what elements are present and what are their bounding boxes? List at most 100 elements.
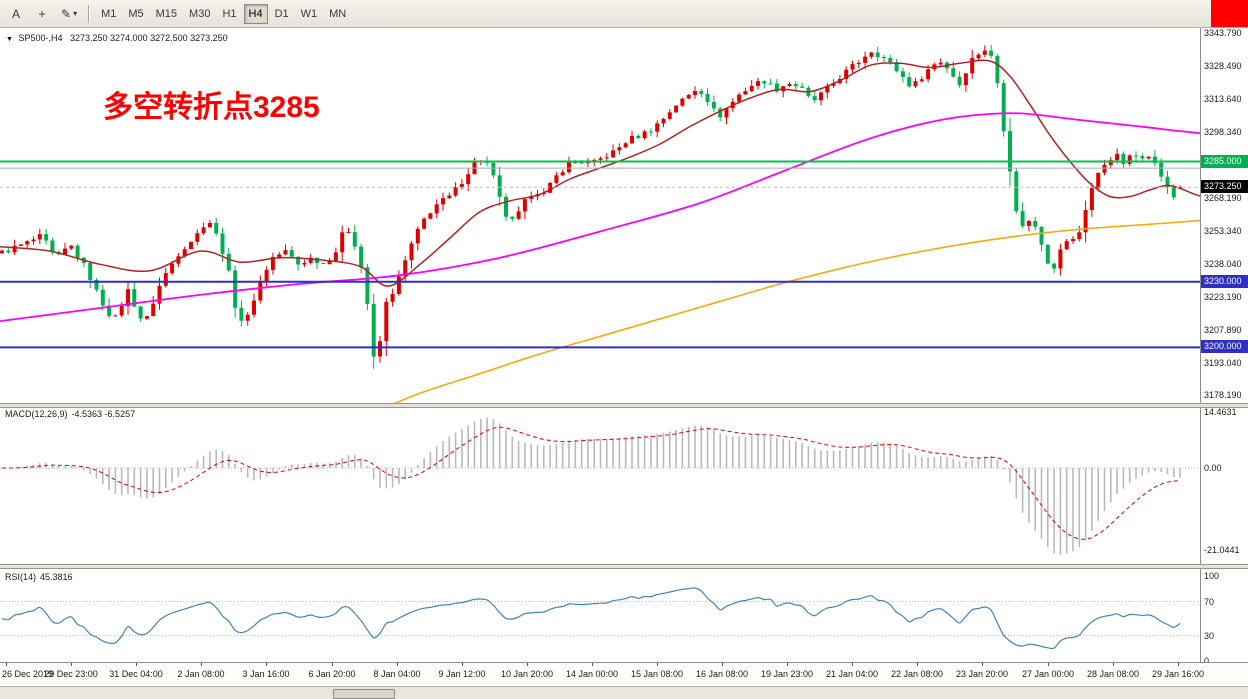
crosshair-button[interactable]: + [30, 4, 54, 24]
symbol-period-label: SP500-,H4 [18, 33, 63, 43]
price-tick-label: 3298.340 [1204, 127, 1242, 137]
panel-separator-rsi[interactable] [0, 564, 1248, 569]
chart-ohlc-header: ▼ SP500-,H4 3273.250 3274.000 3272.500 3… [6, 33, 228, 43]
timeframe-button-m30[interactable]: M30 [189, 7, 211, 20]
rsi-tick-label: 0 [1204, 656, 1210, 666]
macd-plot[interactable] [0, 406, 1200, 564]
time-tick [462, 663, 463, 666]
rsi-tick-label: 70 [1204, 597, 1215, 607]
macd-values: -4.5363 -6.5257 [71, 409, 136, 419]
time-tick [787, 663, 788, 666]
price-tick-label: 3328.490 [1204, 61, 1242, 71]
time-tick [852, 663, 853, 666]
timeframe-button-m15[interactable]: M15 [155, 7, 178, 20]
price-badge-3230.000: 3230.000 [1201, 275, 1248, 288]
horizontal-scrollbar[interactable] [0, 686, 1248, 699]
toolbar-red-highlight [1211, 0, 1248, 27]
macd-name: MACD(12,26,9) [5, 409, 68, 419]
time-label: 28 Jan 08:00 [1086, 669, 1140, 679]
toolbar-separator [88, 4, 91, 23]
timeframe-button-h1[interactable]: H1 [222, 7, 237, 20]
time-label: 6 Jan 20:00 [308, 669, 356, 679]
time-tick [136, 663, 137, 666]
rsi-value: 45.3816 [40, 572, 73, 582]
time-tick [527, 663, 528, 666]
timeframe-button-d1[interactable]: D1 [274, 7, 289, 20]
time-label: 14 Jan 00:00 [565, 669, 619, 679]
rsi-label: RSI(14) 45.3816 [5, 572, 73, 582]
time-label: 23 Jan 20:00 [955, 669, 1009, 679]
chevron-down-icon: ▾ [73, 9, 78, 18]
time-tick [592, 663, 593, 666]
time-label: 29 Jan 16:00 [1151, 669, 1205, 679]
price-tick-label: 3268.190 [1204, 193, 1242, 203]
rsi-name: RSI(14) [5, 572, 37, 582]
rsi-tick-label: 100 [1204, 571, 1220, 581]
rsi-tick-label: 30 [1204, 631, 1215, 641]
price-tick-label: 3223.190 [1204, 292, 1242, 302]
cursor-button[interactable]: A [4, 4, 28, 24]
symbol-dropdown-icon[interactable]: ▼ [6, 36, 13, 43]
annotation-text: 多空转折点3285 [103, 91, 320, 124]
time-label: 15 Jan 08:00 [630, 669, 684, 679]
time-tick [1178, 663, 1179, 666]
time-label: 31 Dec 04:00 [109, 669, 163, 679]
scrollbar-thumb[interactable] [333, 689, 395, 699]
time-tick [722, 663, 723, 666]
ma-mid-line [0, 112, 1200, 322]
price-tick-label: 3343.790 [1204, 28, 1242, 38]
price-badge-3200.000: 3200.000 [1201, 340, 1248, 353]
timeframe-button-m5[interactable]: M5 [128, 7, 144, 20]
candlestick-plot[interactable] [0, 28, 1200, 403]
draw-tools-button[interactable]: ✎ ▾ [56, 4, 82, 24]
macd-tick-label: 0.00 [1204, 463, 1222, 473]
ma-fast-line [0, 59, 1200, 287]
macd-label: MACD(12,26,9) -4.5363 -6.5257 [5, 409, 135, 419]
time-tick [266, 663, 267, 666]
time-label: 16 Jan 08:00 [695, 669, 749, 679]
time-tick [71, 663, 72, 666]
price-badge-3285.000: 3285.000 [1201, 155, 1248, 168]
macd-tick-label: -21.0441 [1204, 545, 1240, 555]
time-label: 22 Jan 08:00 [890, 669, 944, 679]
time-tick [1113, 663, 1114, 666]
time-label: 21 Jan 04:00 [825, 669, 879, 679]
time-tick [1048, 663, 1049, 666]
timeframe-button-h4[interactable]: H4 [243, 3, 268, 24]
ohlc-values: 3273.250 3274.000 3272.500 3273.250 [70, 33, 228, 43]
draw-tools-icon: ✎ [61, 6, 72, 21]
price-tick-label: 3253.340 [1204, 226, 1242, 236]
macd-tick-label: 14.4631 [1204, 407, 1237, 417]
time-tick [332, 663, 333, 666]
time-label: 26 Dec 2019 [2, 669, 54, 679]
time-label: 10 Jan 20:00 [500, 669, 554, 679]
timeframe-button-w1[interactable]: W1 [300, 7, 318, 20]
price-tick-label: 3178.190 [1204, 390, 1242, 400]
ma-slow-line [393, 219, 1200, 403]
time-axis[interactable]: 26 Dec 2019 29 Dec 23:00 31 Dec 04:00 2 Jan… [0, 662, 1248, 686]
time-label: 2 Jan 08:00 [177, 669, 225, 679]
time-label: 9 Jan 12:00 [438, 669, 486, 679]
timeframe-button-m1[interactable]: M1 [101, 7, 117, 20]
time-label: 27 Jan 00:00 [1021, 669, 1075, 679]
cursor-icon: A [11, 6, 20, 21]
time-label: 3 Jan 16:00 [242, 669, 290, 679]
time-tick [982, 663, 983, 666]
toolbar: A + ✎ ▾ M1 M5 M15 M30 H1 H4 D1 W1 MN [0, 0, 1248, 28]
price-tick-label: 3207.890 [1204, 325, 1242, 335]
price-badge-3273.250: 3273.250 [1201, 180, 1248, 193]
price-tick-label: 3313.640 [1204, 94, 1242, 104]
time-label: 8 Jan 04:00 [373, 669, 421, 679]
time-tick [917, 663, 918, 666]
price-tick-label: 3193.040 [1204, 358, 1242, 368]
time-tick [201, 663, 202, 666]
time-label: 29 Dec 23:00 [44, 669, 98, 679]
toolbar-tools: A + ✎ ▾ [3, 0, 83, 27]
timeframe-button-mn[interactable]: MN [329, 7, 347, 20]
toolbar-timeframes: M1 M5 M15 M30 H1 H4 D1 W1 MN [95, 0, 352, 27]
rsi-plot[interactable] [0, 567, 1200, 662]
price-tick-label: 3238.040 [1204, 259, 1242, 269]
panel-separator-macd[interactable] [0, 403, 1248, 408]
crosshair-icon: + [38, 6, 46, 21]
time-tick [657, 663, 658, 666]
